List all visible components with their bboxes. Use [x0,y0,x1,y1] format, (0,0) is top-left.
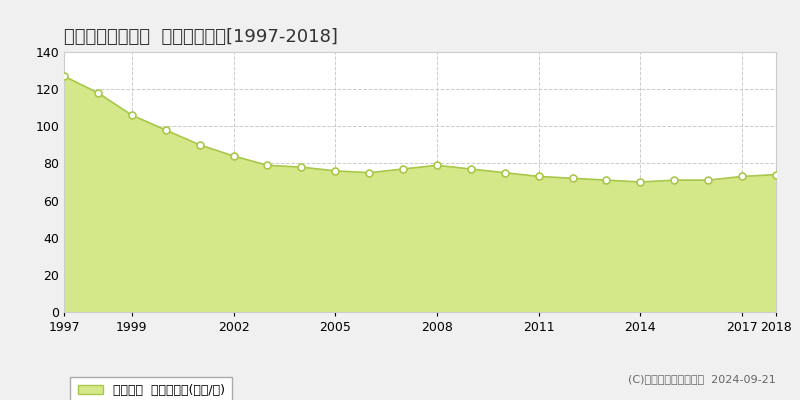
Text: (C)土地価格ドットコム  2024-09-21: (C)土地価格ドットコム 2024-09-21 [628,374,776,384]
Legend: 基準地価  平均嵪単価(万円/嵪): 基準地価 平均嵪単価(万円/嵪) [70,376,232,400]
Text: 大阪市淡川区田川  基準地価推移[1997-2018]: 大阪市淡川区田川 基準地価推移[1997-2018] [64,28,338,46]
